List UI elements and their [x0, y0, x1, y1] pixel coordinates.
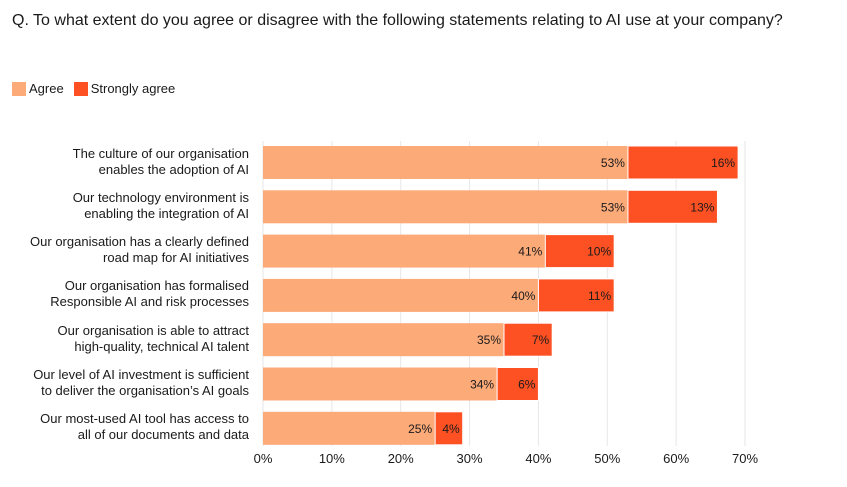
category-label: Our technology environment is enabling th… — [0, 190, 249, 222]
data-label-agree: 53% — [601, 156, 625, 170]
data-label-agree: 41% — [518, 245, 542, 259]
legend: Agree Strongly agree — [12, 81, 185, 96]
bar-agree — [263, 367, 498, 401]
category-label-line: Our organisation has formalised — [64, 278, 249, 294]
bar-agree — [263, 278, 539, 312]
x-tick-label: 0% — [254, 451, 273, 466]
data-label-strongly-agree: 16% — [711, 156, 735, 170]
x-tick-label: 20% — [388, 451, 414, 466]
category-label-line: The culture of our organisation — [72, 145, 249, 161]
category-label: Our most-used AI tool has access to all o… — [0, 411, 249, 443]
chart-title: Q. To what extent do you agree or disagr… — [12, 12, 783, 29]
data-label-agree: 53% — [601, 200, 625, 214]
bar-strongly-agree — [627, 189, 718, 224]
data-label-agree: 35% — [477, 333, 501, 347]
legend-label-agree: Agree — [29, 81, 64, 96]
bar-agree — [263, 234, 546, 268]
category-label: Our organisation is able to attract high-… — [0, 322, 250, 355]
x-tick-label: 70% — [732, 451, 758, 466]
legend-swatch-strongly-agree — [73, 81, 88, 96]
x-tick-label: 60% — [663, 451, 689, 466]
x-tick-label: 40% — [525, 451, 551, 466]
bar-agree — [263, 323, 504, 357]
category-label-line: Our level of AI investment is sufficient — [33, 367, 249, 382]
category-label-line: Our technology environment is — [72, 189, 249, 205]
category-label-line: high-quality, technical AI talent — [74, 338, 249, 354]
category-label: The culture of our organisation enables t… — [0, 146, 249, 178]
data-label-strongly-agree: 4% — [442, 422, 460, 436]
x-tick-label: 10% — [319, 451, 345, 466]
bar-strongly-agree — [537, 278, 615, 313]
category-label-line: all of our documents and data — [77, 427, 249, 443]
category-label-line: Our most-used AI tool has access to — [40, 411, 249, 427]
bar-strongly-agree — [503, 322, 553, 357]
x-tick-label: 30% — [457, 451, 483, 466]
data-label-agree: 25% — [408, 422, 432, 436]
bar-agree — [263, 146, 628, 179]
category-label: Our level of AI investment is sufficient… — [0, 367, 249, 399]
category-label-line: Our organisation has a clearly defined — [30, 234, 249, 250]
category-label-line: Our organisation is able to attract — [57, 322, 250, 338]
data-label-strongly-agree: 7% — [532, 333, 550, 347]
data-label-agree: 34% — [470, 378, 494, 392]
category-label: Our organisation has formalised Responsib… — [0, 278, 249, 310]
data-label-strongly-agree: 13% — [690, 200, 714, 214]
bar-strongly-agree — [544, 234, 615, 269]
category-label-line: enabling the integration of AI — [84, 205, 249, 221]
data-label-strongly-agree: 6% — [518, 378, 536, 392]
bar-strongly-agree — [496, 367, 539, 401]
x-tick-label: 50% — [594, 451, 620, 466]
legend-swatch-agree — [12, 81, 26, 96]
data-label-strongly-agree: 11% — [588, 289, 611, 303]
data-label-strongly-agree: 10% — [587, 245, 611, 259]
bar-strongly-agree — [627, 145, 739, 180]
category-label-line: to deliver the organisation’s AI goals — [41, 383, 249, 398]
category-label-line: road map for AI initiatives — [103, 250, 249, 266]
legend-item-strongly-agree: Strongly agree — [73, 81, 176, 96]
category-label-line: enables the adoption of AI — [98, 161, 249, 177]
category-label: Our organisation has a clearly defined ro… — [0, 234, 249, 266]
data-label-agree: 40% — [511, 289, 535, 303]
legend-item-agree: Agree — [12, 81, 64, 96]
category-label-line: Responsible AI and risk processes — [50, 294, 249, 310]
legend-label-strongly-agree: Strongly agree — [90, 81, 176, 96]
bar-agree — [263, 190, 628, 224]
bar-strongly-agree — [434, 411, 464, 446]
bar-agree — [263, 411, 436, 445]
